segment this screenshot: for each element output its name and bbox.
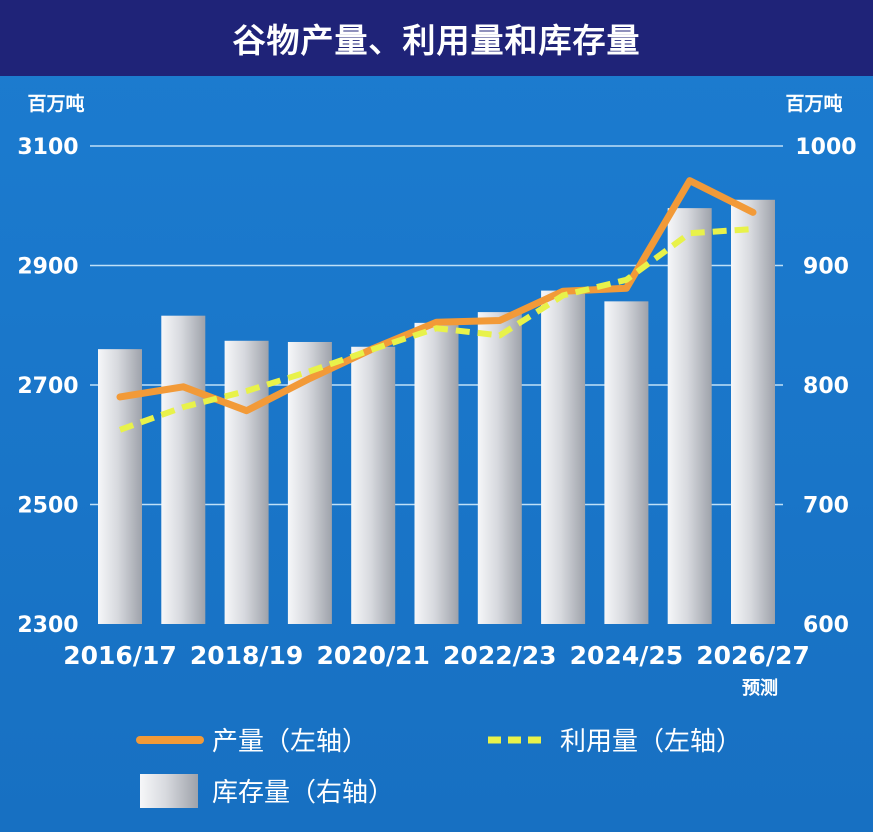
right-tick-label: 900 [803,255,849,280]
x-tick-label: 2016/17 [63,641,177,670]
bar [541,290,586,624]
bar [98,349,142,624]
bar [224,340,269,624]
bar [604,301,649,624]
legend-utilization-label: 利用量（左轴） [560,727,742,757]
left-tick-label: 2700 [17,374,78,399]
bar [351,346,396,624]
legend-stock-label: 库存量（右轴） [212,778,394,808]
bar [731,199,775,624]
title-bar: 谷物产量、利用量和库存量 [0,0,873,76]
legend-stock-swatch [140,774,198,808]
chart-title: 谷物产量、利用量和库存量 [232,21,641,60]
forecast-label: 预测 [742,677,778,699]
right-tick-label: 1000 [795,135,856,160]
left-tick-label: 3100 [17,135,78,160]
bar [477,312,522,624]
right-tick-label: 700 [803,494,849,519]
left-tick-label: 2300 [17,613,78,638]
x-tick-label: 2018/19 [190,641,304,670]
left-tick-label: 2500 [17,494,78,519]
right-axis-label: 百万吨 [785,92,842,115]
bar [667,208,712,624]
production-line [116,177,757,415]
left-axis-label: 百万吨 [27,92,84,115]
left-tick-label: 2900 [17,255,78,280]
bar [414,322,459,624]
bar [161,315,206,624]
x-tick-label: 2020/21 [316,641,430,670]
x-tick-label: 2024/25 [570,641,684,670]
right-tick-label: 600 [803,613,849,638]
x-tick-label: 2022/23 [443,641,557,670]
utilization-line [118,226,754,433]
legend-production-label: 产量（左轴） [212,727,368,757]
x-tick-label: 2026/27 [696,641,810,670]
right-tick-label: 800 [803,374,849,399]
